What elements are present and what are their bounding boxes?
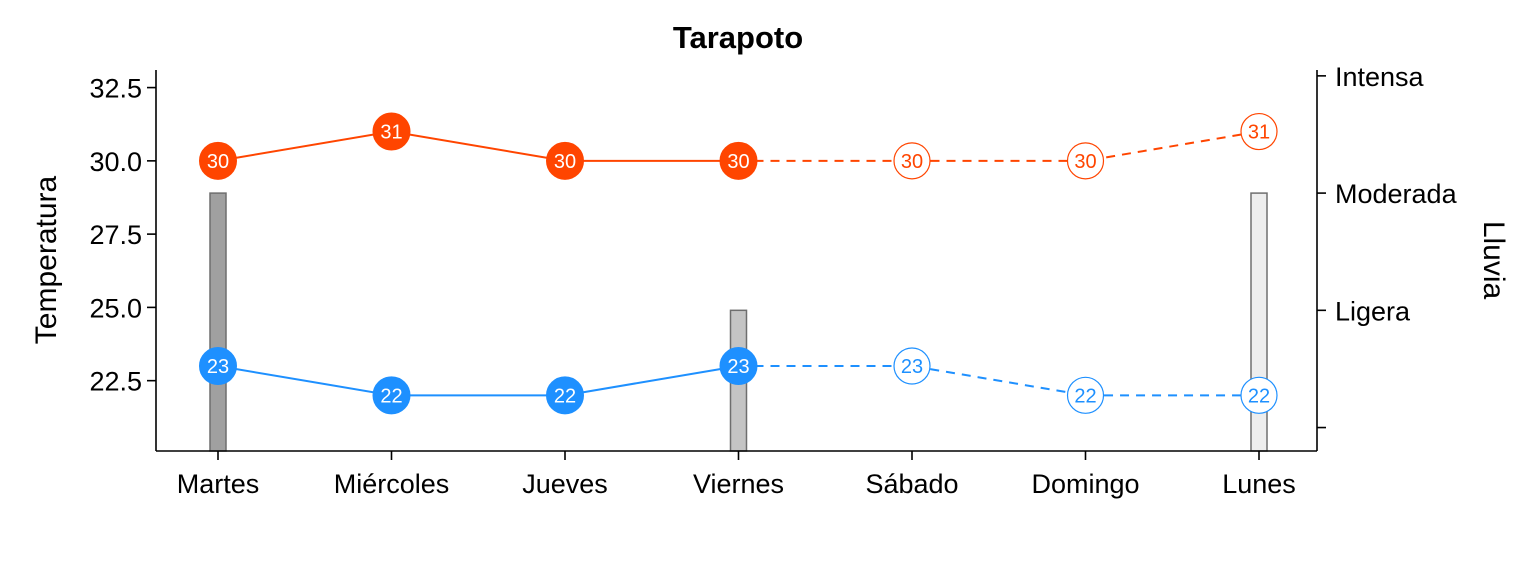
min-point [1066, 376, 1105, 414]
max-point-label: 31 [1248, 122, 1270, 144]
x-tick-label: Domingo [1031, 469, 1139, 499]
rain-bars [209, 192, 1268, 452]
max-point-label: 30 [554, 151, 576, 173]
max-point [1240, 112, 1278, 151]
min-point [719, 347, 758, 386]
min-point-label: 22 [1074, 385, 1096, 407]
max-line-observed [217, 130, 739, 162]
y2-tick-label: Intensa [1335, 62, 1425, 92]
max-point [893, 142, 931, 180]
max-point [199, 141, 237, 180]
min-point [372, 376, 411, 415]
min-point [1240, 376, 1278, 414]
y2-tick-label: Moderada [1335, 179, 1458, 209]
axes [155, 70, 1318, 452]
y2-tick-label: Ligera [1335, 296, 1411, 326]
min-point-label: 23 [901, 356, 923, 378]
y-tick-label: 22.5 [89, 367, 142, 397]
chart-title: Tarapoto [673, 20, 803, 55]
max-point [372, 112, 411, 151]
min-point-label: 22 [554, 385, 576, 407]
max-point-label: 31 [380, 122, 402, 144]
min-point-label: 23 [207, 356, 229, 378]
max-point [546, 141, 584, 180]
y2-axis-title: Lluvia [1477, 221, 1510, 300]
min-point [893, 347, 931, 385]
y-axis-title: Temperatura [30, 175, 63, 344]
min-point-label: 22 [1248, 385, 1270, 407]
y-tick-label: 27.5 [89, 220, 142, 250]
y-ticks: 22.5 25.0 27.5 30.0 32.5 [89, 74, 156, 397]
min-point [199, 347, 237, 386]
y-tick-label: 30.0 [89, 147, 142, 177]
x-tick-label: Miércoles [334, 469, 450, 499]
y2-ticks: Ligera Moderada Intensa [1317, 62, 1458, 429]
x-ticks: Martes Miércoles Jueves Viernes Sábado Doming… [177, 451, 1296, 499]
min-point-label: 22 [380, 385, 402, 407]
y-tick-label: 25.0 [89, 293, 142, 323]
x-tick-label: Jueves [522, 469, 608, 499]
max-point-label: 30 [727, 151, 749, 173]
temperature-lines [217, 130, 1260, 397]
max-point-label: 30 [207, 151, 229, 173]
rain-bar [209, 192, 227, 452]
temperature-points: 30 31 30 30 30 30 31 23 22 22 23 23 22 22 [199, 112, 1278, 415]
min-line-observed [217, 365, 739, 397]
min-point [546, 376, 584, 415]
max-line-forecast [738, 130, 1260, 162]
max-point [719, 141, 758, 180]
x-tick-label: Viernes [693, 469, 784, 499]
x-tick-label: Lunes [1222, 469, 1296, 499]
max-point [1066, 142, 1105, 180]
y-tick-label: 32.5 [89, 74, 142, 104]
x-tick-label: Sábado [865, 469, 958, 499]
min-line-forecast [738, 365, 1259, 397]
min-point-label: 23 [727, 356, 749, 378]
max-point-label: 30 [1074, 151, 1096, 173]
x-tick-label: Martes [177, 469, 260, 499]
max-point-label: 30 [901, 151, 923, 173]
